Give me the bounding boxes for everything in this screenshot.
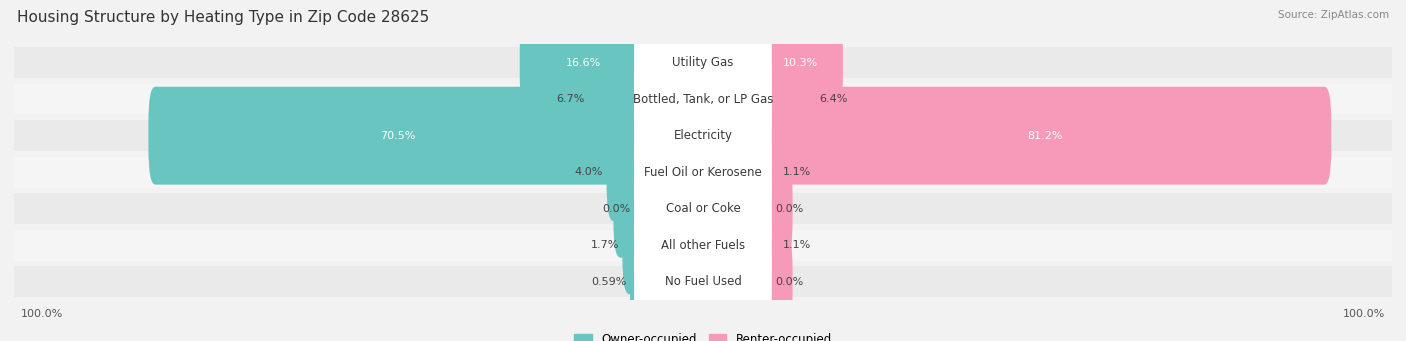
Bar bbox=[14, 120, 1392, 151]
FancyBboxPatch shape bbox=[758, 50, 815, 148]
FancyBboxPatch shape bbox=[758, 233, 793, 331]
Bar bbox=[14, 266, 1392, 297]
FancyBboxPatch shape bbox=[758, 87, 1331, 184]
Text: Bottled, Tank, or LP Gas: Bottled, Tank, or LP Gas bbox=[633, 93, 773, 106]
Text: Electricity: Electricity bbox=[673, 129, 733, 142]
FancyBboxPatch shape bbox=[630, 233, 648, 331]
Text: 0.0%: 0.0% bbox=[602, 204, 631, 214]
FancyBboxPatch shape bbox=[634, 14, 772, 112]
Text: 0.0%: 0.0% bbox=[775, 204, 804, 214]
Bar bbox=[14, 193, 1392, 224]
Text: All other Fuels: All other Fuels bbox=[661, 239, 745, 252]
FancyBboxPatch shape bbox=[634, 233, 772, 331]
Text: 1.1%: 1.1% bbox=[783, 167, 811, 177]
Text: Housing Structure by Heating Type in Zip Code 28625: Housing Structure by Heating Type in Zip… bbox=[17, 10, 429, 25]
FancyBboxPatch shape bbox=[623, 196, 648, 294]
FancyBboxPatch shape bbox=[758, 160, 793, 258]
Text: 6.4%: 6.4% bbox=[820, 94, 848, 104]
Text: No Fuel Used: No Fuel Used bbox=[665, 275, 741, 288]
FancyBboxPatch shape bbox=[758, 14, 842, 112]
Text: 81.2%: 81.2% bbox=[1026, 131, 1063, 141]
Bar bbox=[14, 47, 1392, 78]
Bar bbox=[14, 157, 1392, 188]
FancyBboxPatch shape bbox=[634, 50, 772, 148]
Text: Fuel Oil or Kerosene: Fuel Oil or Kerosene bbox=[644, 166, 762, 179]
Legend: Owner-occupied, Renter-occupied: Owner-occupied, Renter-occupied bbox=[569, 328, 837, 341]
FancyBboxPatch shape bbox=[634, 123, 772, 221]
Text: Source: ZipAtlas.com: Source: ZipAtlas.com bbox=[1278, 10, 1389, 20]
Text: 16.6%: 16.6% bbox=[567, 58, 602, 68]
Text: Utility Gas: Utility Gas bbox=[672, 56, 734, 69]
Text: 100.0%: 100.0% bbox=[21, 309, 63, 319]
Text: 4.0%: 4.0% bbox=[575, 167, 603, 177]
Text: 10.3%: 10.3% bbox=[783, 58, 818, 68]
Text: 6.7%: 6.7% bbox=[557, 94, 585, 104]
Text: 70.5%: 70.5% bbox=[381, 131, 416, 141]
Text: 0.0%: 0.0% bbox=[775, 277, 804, 287]
Bar bbox=[14, 84, 1392, 115]
Text: 0.59%: 0.59% bbox=[591, 277, 627, 287]
FancyBboxPatch shape bbox=[634, 160, 772, 258]
FancyBboxPatch shape bbox=[634, 196, 772, 294]
FancyBboxPatch shape bbox=[588, 50, 648, 148]
FancyBboxPatch shape bbox=[149, 87, 648, 184]
Text: 1.1%: 1.1% bbox=[783, 240, 811, 250]
FancyBboxPatch shape bbox=[758, 123, 779, 221]
FancyBboxPatch shape bbox=[758, 196, 779, 294]
FancyBboxPatch shape bbox=[613, 160, 648, 258]
FancyBboxPatch shape bbox=[606, 123, 648, 221]
FancyBboxPatch shape bbox=[520, 14, 648, 112]
Text: Coal or Coke: Coal or Coke bbox=[665, 202, 741, 215]
Text: 100.0%: 100.0% bbox=[1343, 309, 1385, 319]
Bar bbox=[14, 230, 1392, 261]
Text: 1.7%: 1.7% bbox=[591, 240, 619, 250]
FancyBboxPatch shape bbox=[634, 87, 772, 184]
